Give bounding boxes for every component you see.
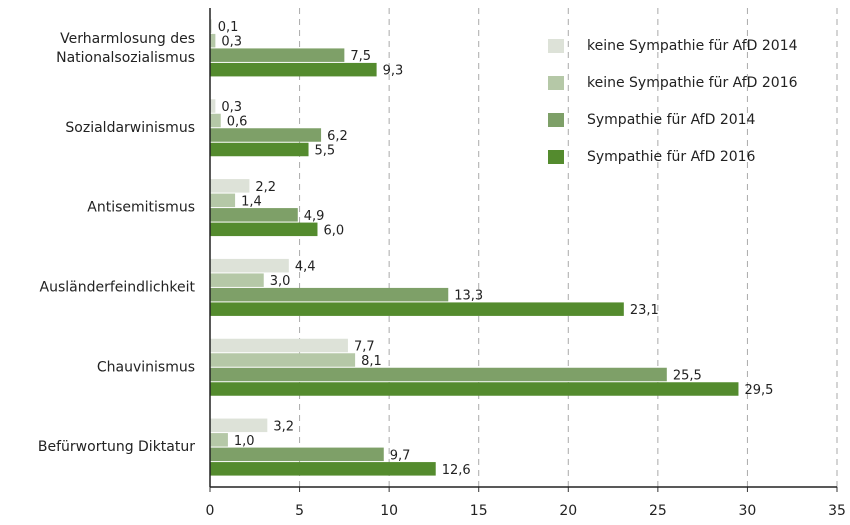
bar: [210, 273, 264, 287]
x-tick-label: 20: [559, 503, 577, 519]
bar: [210, 382, 739, 396]
bar: [210, 447, 384, 462]
value-label: 7,5: [350, 49, 371, 64]
bar: [210, 62, 377, 77]
value-label: 29,5: [744, 383, 773, 398]
value-label: 25,5: [673, 369, 702, 384]
bar: [210, 193, 236, 208]
x-tick-label: 5: [295, 503, 304, 519]
bar: [210, 462, 436, 476]
category-label: Sozialdarwinismus: [65, 120, 195, 136]
bar: [210, 338, 348, 353]
legend-swatch: [548, 150, 564, 164]
legend-label: Sympathie für AfD 2014: [587, 112, 756, 128]
bar: [210, 208, 298, 222]
legend-label: keine Sympathie für AfD 2014: [587, 38, 798, 54]
bar: [210, 128, 322, 142]
value-label: 7,7: [354, 340, 375, 355]
bar: [210, 113, 221, 128]
bar: [210, 353, 356, 367]
value-label: 9,3: [383, 64, 404, 79]
bar: [210, 222, 318, 237]
category-label: Antisemitismus: [87, 200, 195, 216]
x-tick-label: 10: [380, 503, 398, 519]
legend-swatch: [548, 76, 564, 90]
value-label: 3,2: [273, 419, 294, 434]
value-label: 4,4: [295, 260, 316, 275]
value-label: 0,1: [218, 20, 239, 35]
x-tick-label: 0: [206, 503, 215, 519]
value-label: 9,7: [390, 448, 411, 463]
value-label: 8,1: [361, 354, 382, 369]
x-tick-label: 35: [828, 503, 846, 519]
category-label: Ausländerfeindlichkeit: [40, 279, 196, 295]
bar: [210, 33, 216, 48]
value-label: 4,9: [304, 209, 325, 224]
value-label: 5,5: [315, 144, 336, 159]
bar: [210, 258, 289, 273]
bar: [210, 418, 268, 433]
value-label: 1,4: [241, 194, 262, 209]
category-label: Chauvinismus: [97, 359, 195, 375]
value-label: 3,0: [270, 274, 291, 289]
value-label: 2,2: [255, 180, 276, 195]
bar: [210, 287, 449, 302]
category-label: Verharmlosung des Nationalsozialismus: [56, 31, 195, 66]
value-label: 1,0: [234, 434, 255, 449]
value-label: 6,2: [327, 129, 348, 144]
bar: [210, 48, 345, 62]
value-label: 0,3: [221, 35, 242, 50]
bar: [210, 19, 212, 33]
bar: [210, 142, 309, 157]
bar: [210, 99, 216, 113]
x-tick-label: 30: [739, 503, 757, 519]
value-label: 12,6: [442, 463, 471, 478]
category-label: Befürwortung Diktatur: [38, 439, 195, 455]
bar: [210, 302, 624, 316]
bar: [210, 179, 250, 193]
legend-label: Sympathie für AfD 2016: [587, 149, 756, 165]
x-tick-label: 15: [470, 503, 488, 519]
x-tick-label: 25: [649, 503, 667, 519]
value-label: 6,0: [323, 223, 344, 238]
value-label: 0,3: [221, 100, 242, 115]
legend-label: keine Sympathie für AfD 2016: [587, 75, 798, 91]
value-label: 23,1: [630, 303, 659, 318]
bar: [210, 367, 667, 382]
value-label: 13,3: [454, 289, 483, 304]
value-label: 0,6: [227, 115, 248, 130]
legend-swatch: [548, 113, 564, 127]
bar: [210, 433, 228, 447]
legend-swatch: [548, 39, 564, 53]
